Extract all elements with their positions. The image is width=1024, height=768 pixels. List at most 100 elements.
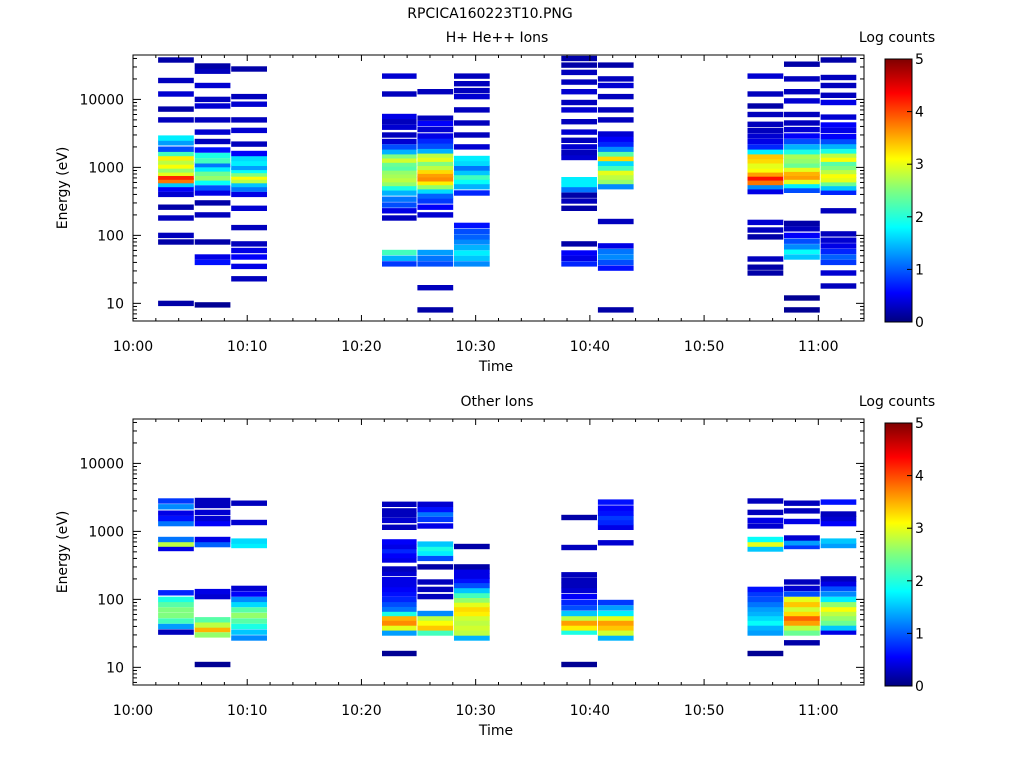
heatmap-cell: [417, 126, 454, 133]
heatmap-cell: [747, 188, 784, 195]
heatmap-cell: [158, 204, 194, 210]
heatmap-cell: [747, 523, 784, 529]
x-tick-label: 10:00: [113, 703, 153, 719]
heatmap-cell: [820, 172, 857, 179]
heatmap-cell: [561, 137, 597, 143]
heatmap-cell: [231, 585, 267, 592]
heatmap-cell: [194, 68, 231, 74]
heatmap-cell: [454, 564, 490, 570]
heatmap-cell: [454, 73, 490, 79]
heatmap-cell: [561, 69, 597, 76]
heatmap-cell: [597, 136, 634, 142]
heatmap-cell: [820, 231, 857, 237]
heatmap-cell: [597, 519, 634, 526]
heatmap-cell: [231, 160, 267, 166]
heatmap-cell: [454, 155, 490, 162]
heatmap-cell: [382, 190, 417, 196]
heatmap-cell: [382, 165, 417, 171]
heatmap-cell: [747, 167, 784, 173]
heatmap-cell: [231, 542, 267, 549]
heatmap-cell: [231, 177, 267, 184]
heatmap-cell: [454, 184, 490, 190]
heatmap-cell: [194, 200, 231, 206]
heatmap-cell: [231, 601, 267, 608]
colorbar-tick-label: 0: [915, 679, 924, 695]
y-tick-label: 10: [106, 296, 124, 312]
colorbar-tick-label: 1: [915, 262, 924, 278]
heatmap-cell: [382, 512, 417, 518]
heatmap-cell: [382, 169, 417, 175]
heatmap-cell: [417, 172, 454, 178]
heatmap-cell: [820, 243, 857, 249]
heatmap-cell: [194, 185, 231, 191]
heatmap-cell: [561, 187, 597, 193]
heatmap-cell: [747, 153, 784, 160]
heatmap-cell: [382, 596, 417, 603]
heatmap-cell: [417, 586, 454, 593]
heatmap-cell: [382, 196, 417, 202]
heatmap-cell: [231, 150, 267, 157]
heatmap-cell: [454, 174, 490, 180]
heatmap-cell: [454, 244, 490, 251]
heatmap-cell: [820, 156, 857, 162]
heatmap-cell: [194, 259, 231, 266]
heatmap-cell: [417, 501, 454, 507]
heatmap-cell: [784, 149, 820, 155]
heatmap-cell: [561, 615, 597, 621]
heatmap-cell: [784, 166, 820, 172]
heatmap-cell: [597, 505, 634, 511]
heatmap-cell: [382, 625, 417, 631]
heatmap-cell: [417, 148, 454, 154]
heatmap-cell: [820, 248, 857, 255]
heatmap-cell: [194, 117, 231, 123]
heatmap-cell: [382, 113, 417, 120]
heatmap-cell: [382, 144, 417, 150]
heatmap-cell: [784, 295, 820, 301]
heatmap-cell: [597, 254, 634, 260]
heatmap-cell: [454, 615, 490, 621]
heatmap-cell: [820, 160, 857, 166]
heatmap-cell: [231, 205, 267, 211]
heatmap-cell: [382, 577, 417, 583]
heatmap-cell: [231, 596, 267, 603]
heatmap-cell: [784, 615, 820, 621]
heatmap-cell: [454, 592, 490, 598]
heatmap-cell: [158, 177, 194, 184]
y-tick-label: 10: [106, 660, 124, 676]
heatmap-cell: [158, 91, 194, 97]
heatmap-cell: [417, 198, 454, 204]
heatmap-cell: [158, 623, 194, 630]
heatmap-cell: [784, 508, 820, 514]
heatmap-cell: [747, 517, 784, 524]
colorbar-label: Log counts: [859, 30, 935, 46]
heatmap-cell: [747, 175, 784, 181]
x-tick-label: 10:20: [341, 339, 381, 355]
heatmap-cell: [417, 541, 454, 547]
heatmap-cell: [454, 222, 490, 229]
heatmap-cell: [382, 157, 417, 163]
heatmap-cell: [820, 148, 857, 154]
heatmap-cell: [597, 540, 634, 546]
heatmap-cell: [597, 169, 634, 176]
heatmap-cell: [784, 535, 820, 541]
heatmap-cell: [417, 625, 454, 631]
heatmap-cell: [454, 120, 490, 126]
heatmap-cell: [417, 506, 454, 513]
figure-title: RPCICA160223T10.PNG: [407, 6, 572, 22]
heatmap-cell: [597, 218, 634, 225]
heatmap-cell: [820, 283, 857, 289]
x-tick-label: 10:20: [341, 703, 381, 719]
heatmap-cell: [194, 158, 231, 164]
heatmap-cell: [158, 498, 194, 504]
heatmap-cell: [454, 597, 490, 603]
heatmap-cell: [784, 543, 820, 550]
heatmap-cell: [820, 591, 857, 597]
heatmap-cell: [158, 170, 194, 176]
heatmap-cell: [784, 170, 820, 176]
heatmap-cell: [820, 82, 857, 89]
heatmap-cell: [747, 234, 784, 240]
heatmap-cell: [454, 606, 490, 612]
heatmap-cell: [158, 300, 194, 307]
heatmap-cell: [561, 144, 597, 150]
colorbar-tick-label: 5: [915, 52, 924, 68]
